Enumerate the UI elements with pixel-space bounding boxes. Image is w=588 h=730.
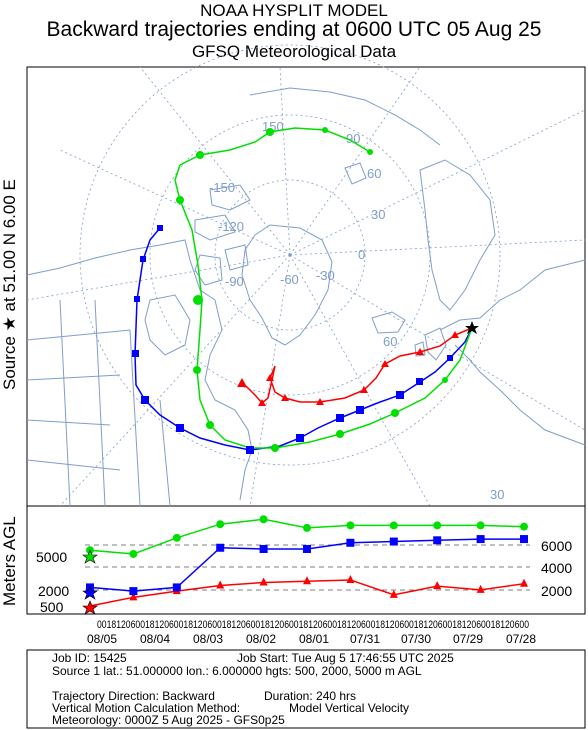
height-point-2-9 (476, 521, 485, 530)
height-point-2-3 (216, 520, 225, 529)
grid-labels: 150 -150 -120 -90 -60 -30 0 30 60 90 60 … (209, 119, 504, 502)
height-legend-right: 6000 4000 2000 (541, 538, 572, 599)
grid-label: -60 (280, 272, 299, 287)
date-label: 08/02 (246, 632, 276, 646)
trajectory-line-blue (134, 227, 473, 451)
map-panel: 150 -150 -120 -90 -60 -30 0 30 60 90 60 … (26, 44, 586, 507)
date-label: 07/30 (401, 632, 431, 646)
us-state-lines (26, 299, 171, 507)
height-point-2-7 (389, 521, 398, 530)
grid-label: 60 (383, 334, 397, 349)
height-point-0-8 (433, 581, 442, 590)
height-point-0-9 (476, 584, 485, 593)
start-stars (82, 549, 98, 615)
scandinavia-coast (419, 159, 496, 311)
height-label-left: 500 (40, 599, 64, 615)
height-point-0-1 (129, 592, 138, 601)
height-point-1-4 (259, 544, 268, 553)
grid-label: 90 (346, 131, 360, 146)
height-label-right: 2000 (541, 583, 572, 599)
title-line-1: NOAA HYSPLIT MODEL (200, 1, 388, 20)
height-point-0-4 (259, 577, 268, 586)
height-point-1-10 (520, 535, 528, 544)
lat-lon-grid (26, 44, 586, 507)
info-vertical-method: Vertical Motion Calculation Method: (52, 701, 241, 715)
height-point-0-3 (216, 580, 225, 589)
grid-label: -30 (316, 268, 335, 283)
height-point-1-1 (129, 587, 138, 596)
height-point-2-6 (346, 521, 355, 530)
height-chart: 5000 2000 500 6000 4000 2000 00181206001… (36, 515, 572, 646)
height-point-1-2 (172, 583, 181, 592)
height-point-0-5 (303, 576, 311, 585)
height-point-2-2 (172, 533, 181, 542)
height-point-2-5 (303, 523, 311, 532)
height-label-right: 6000 (541, 538, 572, 554)
north-america-coast (26, 239, 253, 501)
height-label-left: 2000 (38, 583, 69, 599)
hudson-bay (144, 294, 191, 356)
height-point-2-1 (129, 549, 138, 558)
date-label: 08/04 (140, 632, 170, 646)
iceland-outline (371, 311, 406, 334)
info-duration: Duration: 240 hrs (264, 689, 357, 703)
height-point-2-4 (259, 515, 268, 524)
info-job-id: Job ID: 15425 (52, 651, 127, 665)
grid-label: -90 (225, 274, 244, 289)
height-panel-frame (26, 505, 586, 615)
grid-label: 60 (367, 166, 381, 181)
grid-label: 30 (490, 487, 504, 502)
date-label: 08/01 (299, 632, 329, 646)
height-point-0-7 (389, 589, 398, 598)
title-line-3: GFSQ Meteorological Data (191, 42, 397, 61)
map-frame (26, 66, 586, 507)
time-tick-labels: 0018120600181206001812060018120600181206… (97, 619, 529, 631)
date-label: 08/03 (193, 632, 223, 646)
info-source: Source 1 lat.: 51.000000 lon.: 6.000000 … (52, 664, 422, 678)
source-star (465, 321, 479, 334)
height-legend-left: 5000 2000 500 (36, 549, 69, 615)
height-point-1-8 (433, 536, 442, 545)
british-isles (414, 327, 447, 361)
trajectory-line-red (241, 327, 473, 405)
grid-label: -150 (209, 180, 235, 195)
height-point-1-7 (389, 537, 398, 546)
info-vertical-method-value: Model Vertical Velocity (289, 701, 410, 715)
arctic-islands (194, 184, 251, 286)
info-meteorology: Meteorology: 0000Z 5 Aug 2025 - GFS0p25 (52, 713, 285, 727)
grid-label: -120 (218, 219, 244, 234)
height-label-left: 5000 (36, 549, 67, 565)
info-direction: Trajectory Direction: Backward (52, 689, 215, 703)
trajectory-markers-red (237, 331, 459, 406)
grid-label: 30 (371, 207, 385, 222)
height-series-group (86, 515, 528, 609)
title-line-2: Backward trajectories ending at 0600 UTC… (46, 18, 542, 41)
trajectory-markers-blue (132, 225, 453, 454)
height-point-2-10 (520, 522, 528, 531)
height-point-0-10 (520, 578, 528, 587)
siberia-coast (249, 87, 441, 146)
date-label: 08/05 (87, 632, 117, 646)
height-point-0-6 (346, 574, 355, 583)
info-panel-frame (26, 649, 586, 729)
coastlines (26, 87, 586, 507)
europe-coast (439, 259, 586, 446)
greenland-outline (241, 224, 333, 346)
grid-label: 0 (358, 247, 365, 262)
date-labels: 08/05 08/04 08/03 08/02 08/01 07/31 07/3… (87, 632, 536, 646)
height-point-1-5 (303, 544, 311, 553)
height-point-1-6 (346, 538, 355, 547)
trajectory-line-green (174, 127, 473, 449)
height-point-1-3 (216, 543, 225, 552)
date-label: 07/31 (350, 632, 380, 646)
trajectory-markers-green (176, 127, 448, 452)
date-label: 07/28 (506, 632, 536, 646)
height-label-right: 4000 (541, 560, 572, 576)
date-label: 07/29 (453, 632, 483, 646)
info-job-start: Job Start: Tue Aug 5 17:46:55 UTC 2025 (237, 651, 454, 665)
height-point-1-9 (476, 535, 485, 544)
svalbard (344, 162, 367, 185)
height-point-2-8 (433, 521, 442, 530)
